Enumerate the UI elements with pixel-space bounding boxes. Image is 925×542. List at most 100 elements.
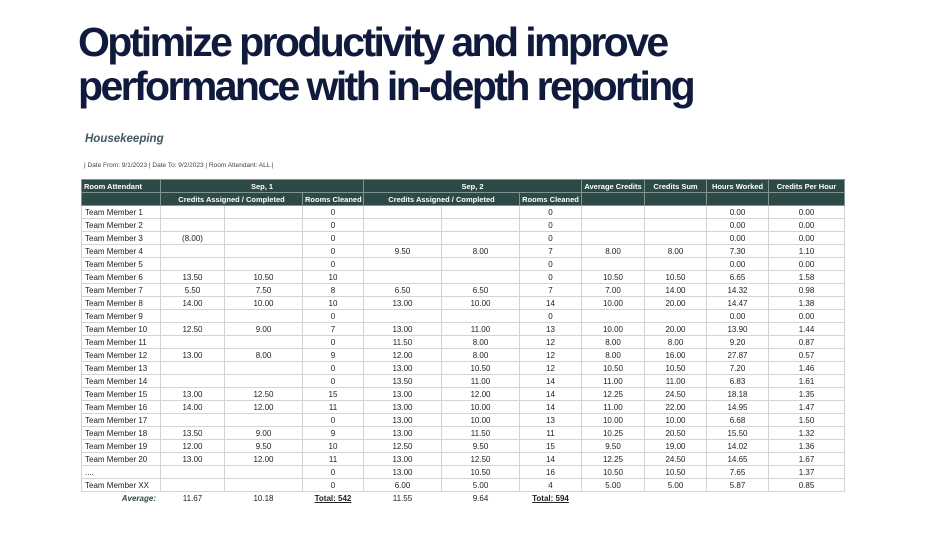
cell-credits-sum [644, 218, 707, 232]
col-header-sep-2: Sep, 2 [363, 179, 582, 193]
cell-credits-per-hour: 0.98 [768, 283, 845, 297]
cell-day2-rooms-cleaned: 12 [519, 361, 582, 375]
cell-average-credits: 10.25 [581, 426, 645, 440]
cell-attendant-name: Team Member 7 [81, 283, 161, 297]
table-row: Team Member 19 12.00 9.50 10 12.50 9.50 15 9.50… [81, 439, 845, 453]
cell-average-credits [581, 231, 645, 245]
cell-attendant-name: Team Member 20 [81, 452, 161, 466]
cell-day2-completed [441, 231, 520, 245]
cell-average-credits: 8.00 [581, 244, 645, 258]
cell-credits-sum [644, 205, 707, 219]
col-header-room-attendant: Room Attendant [81, 179, 161, 193]
cell-day1-assigned: 13.00 [160, 348, 225, 362]
cell-day1-rooms-cleaned: 0 [302, 231, 364, 245]
cell-day1-completed: 10.00 [224, 296, 303, 310]
cell-day1-assigned: 5.50 [160, 283, 225, 297]
cell-day1-rooms-cleaned: 10 [302, 439, 364, 453]
average-row: Average: 11.67 10.18 Total: 542 11.55 9.… [81, 491, 845, 505]
cell-attendant-name: Team Member 18 [81, 426, 161, 440]
cell-average-credits [581, 309, 645, 323]
cell-day2-assigned: 13.00 [363, 296, 442, 310]
table-row: Team Member 4 0 9.50 8.00 7 8.00 8.00 7.30 1.10 [81, 244, 845, 258]
cell-day2-completed: 10.00 [441, 413, 520, 427]
cell-credits-per-hour: 1.61 [768, 374, 845, 388]
cell-day1-rooms-cleaned: 0 [302, 361, 364, 375]
cell-day1-completed: 12.00 [224, 400, 303, 414]
cell-credits-per-hour: 0.00 [768, 205, 845, 219]
cell-hours-worked: 7.65 [706, 465, 769, 479]
cell-day1-assigned [160, 335, 225, 349]
cell-day2-completed: 8.00 [441, 348, 520, 362]
cell-credits-sum [644, 231, 707, 245]
cell-average-credits [581, 218, 645, 232]
cell-day2-rooms-cleaned: 0 [519, 257, 582, 271]
cell-hours-worked: 9.20 [706, 335, 769, 349]
cell-hours-worked: 6.68 [706, 413, 769, 427]
cell-day1-assigned: 13.00 [160, 387, 225, 401]
subheader-blank [581, 192, 645, 206]
cell-day2-assigned: 13.00 [363, 465, 442, 479]
cell-average-credits: 8.00 [581, 335, 645, 349]
average-day2-assigned: 11.55 [363, 491, 442, 505]
cell-day2-completed: 8.00 [441, 244, 520, 258]
headline-line-1: Optimize productivity and improve [78, 19, 669, 65]
cell-day1-rooms-cleaned: 7 [302, 322, 364, 336]
cell-credits-sum: 10.50 [644, 465, 707, 479]
cell-hours-worked: 14.95 [706, 400, 769, 414]
col-header-credits-sum: Credits Sum [644, 179, 707, 193]
cell-day1-completed [224, 218, 303, 232]
cell-day1-rooms-cleaned: 0 [302, 218, 364, 232]
cell-day2-rooms-cleaned: 7 [519, 244, 582, 258]
cell-day2-assigned [363, 309, 442, 323]
cell-day2-completed: 12.50 [441, 452, 520, 466]
cell-attendant-name: Team Member 14 [81, 374, 161, 388]
cell-day2-assigned: 13.00 [363, 452, 442, 466]
cell-credits-per-hour: 1.36 [768, 439, 845, 453]
col-header-hours-worked: Hours Worked [706, 179, 769, 193]
cell-day2-completed: 10.50 [441, 465, 520, 479]
cell-day2-completed: 10.00 [441, 296, 520, 310]
cell-attendant-name: Team Member 15 [81, 387, 161, 401]
cell-attendant-name: Team Member 4 [81, 244, 161, 258]
cell-attendant-name: Team Member 6 [81, 270, 161, 284]
cell-attendant-name: Team Member XX [81, 478, 161, 492]
cell-credits-sum: 20.00 [644, 322, 707, 336]
cell-attendant-name: Team Member 10 [81, 322, 161, 336]
cell-average-credits: 10.50 [581, 465, 645, 479]
average-day2-completed: 9.64 [441, 491, 520, 505]
cell-day1-assigned: 14.00 [160, 296, 225, 310]
cell-day1-assigned: 13.00 [160, 452, 225, 466]
day1-total-rooms: Total: 542 [302, 491, 364, 505]
cell-day2-assigned [363, 231, 442, 245]
cell-day2-assigned: 13.00 [363, 413, 442, 427]
cell-credits-sum: 14.00 [644, 283, 707, 297]
cell-day2-assigned: 11.50 [363, 335, 442, 349]
cell-day1-completed: 8.00 [224, 348, 303, 362]
report-filter-text: | Date From: 9/1/2023 | Date To: 9/2/202… [84, 162, 274, 169]
cell-hours-worked: 0.00 [706, 205, 769, 219]
cell-day1-rooms-cleaned: 0 [302, 413, 364, 427]
cell-credits-per-hour: 1.32 [768, 426, 845, 440]
cell-day1-completed [224, 361, 303, 375]
cell-day2-completed: 10.00 [441, 400, 520, 414]
cell-day1-assigned [160, 218, 225, 232]
cell-day2-assigned [363, 257, 442, 271]
cell-day2-rooms-cleaned: 14 [519, 400, 582, 414]
cell-hours-worked: 14.47 [706, 296, 769, 310]
cell-day1-assigned [160, 465, 225, 479]
cell-credits-per-hour: 1.47 [768, 400, 845, 414]
cell-credits-sum: 16.00 [644, 348, 707, 362]
cell-average-credits [581, 205, 645, 219]
cell-day1-assigned: (8.00) [160, 231, 225, 245]
cell-day2-rooms-cleaned: 0 [519, 270, 582, 284]
cell-day1-completed [224, 257, 303, 271]
cell-credits-per-hour: 0.00 [768, 231, 845, 245]
cell-day1-rooms-cleaned: 9 [302, 348, 364, 362]
cell-day2-completed [441, 218, 520, 232]
col-header-average-credits: Average Credits [581, 179, 645, 193]
cell-average-credits: 12.25 [581, 452, 645, 466]
cell-day1-completed [224, 309, 303, 323]
cell-average-credits: 9.50 [581, 439, 645, 453]
cell-attendant-name: Team Member 12 [81, 348, 161, 362]
table-row: Team Member 13 0 13.00 10.50 12 10.50 10.50 7.2… [81, 361, 845, 375]
